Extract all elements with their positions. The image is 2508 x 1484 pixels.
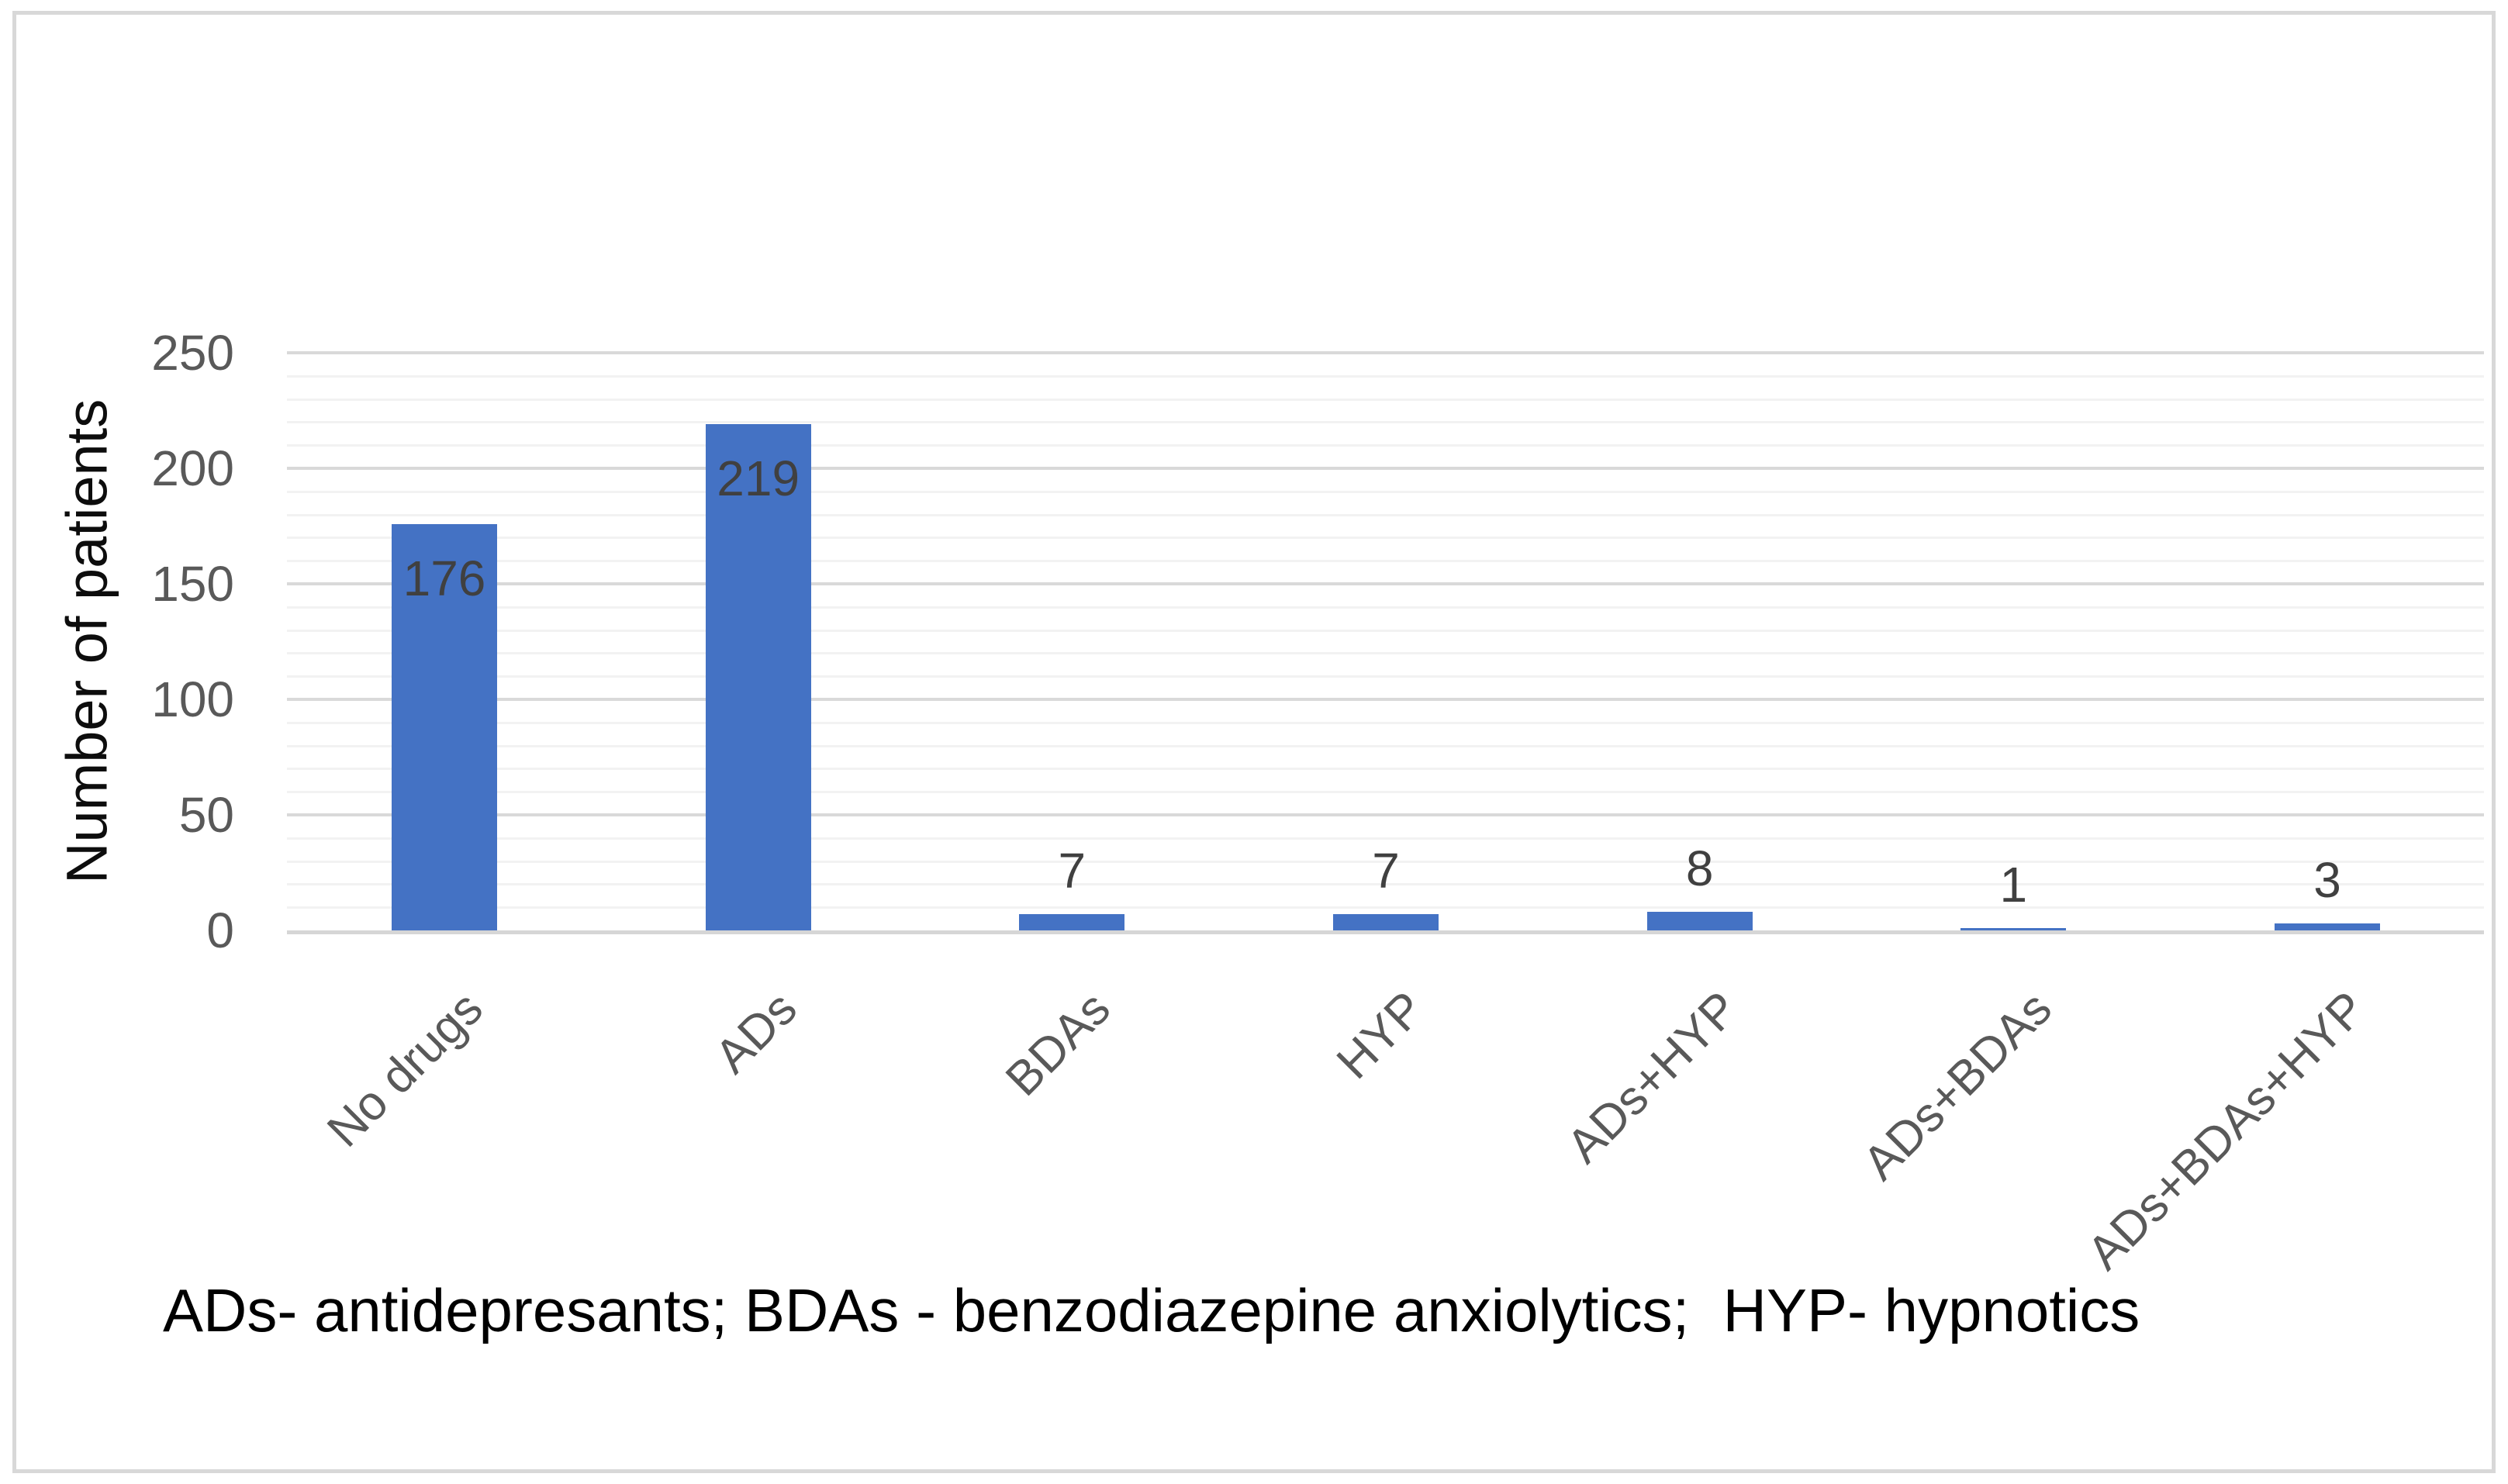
gridline-minor — [287, 374, 2484, 378]
gridline-minor — [287, 721, 2484, 724]
gridline-minor — [287, 513, 2484, 516]
gridline-major — [287, 582, 2484, 585]
x-axis-label: No drugs — [317, 982, 493, 1158]
bar-ads-bdas-hyp — [2275, 923, 2381, 931]
gridline-minor — [287, 490, 2484, 493]
bar-value-label: 176 — [402, 550, 486, 606]
y-tick-label: 250 — [151, 325, 234, 381]
gridline-major — [287, 467, 2484, 470]
bar-hyp — [1333, 914, 1439, 931]
y-tick-label: 0 — [206, 902, 234, 958]
gridline-minor — [287, 883, 2484, 886]
x-axis-label: ADs — [704, 982, 807, 1084]
y-tick-label: 150 — [151, 556, 234, 612]
gridline-minor — [287, 744, 2484, 747]
y-axis-title: Number of patients — [54, 399, 119, 885]
gridline-minor — [287, 606, 2484, 609]
gridline-major — [287, 813, 2484, 816]
bar-ads-bdas — [1960, 928, 2067, 931]
chart-caption: ADs- antidepresants; BDAs - benzodiazepi… — [163, 1276, 2140, 1344]
x-axis-label: ADs+BDAs+HYP — [2077, 982, 2376, 1281]
bar-value-label: 3 — [2313, 852, 2341, 909]
y-tick-label: 200 — [151, 440, 234, 496]
gridline-major — [287, 698, 2484, 701]
y-tick-label: 100 — [151, 671, 234, 727]
bar-ads — [705, 424, 811, 931]
gridline-minor — [287, 537, 2484, 540]
gridline-minor — [287, 444, 2484, 447]
gridline-minor — [287, 652, 2484, 655]
gridline-minor — [287, 398, 2484, 401]
gridline-minor — [287, 675, 2484, 678]
bar-bdas — [1019, 914, 1125, 931]
x-axis-label: ADs+BDAs — [1853, 982, 2063, 1191]
bar-ads-hyp — [1646, 912, 1753, 931]
bar-value-label: 7 — [1058, 843, 1086, 899]
gridline-major — [287, 351, 2484, 354]
gridline-minor — [287, 837, 2484, 840]
x-axis-line — [287, 930, 2484, 934]
gridline-minor — [287, 560, 2484, 563]
gridline-minor — [287, 860, 2484, 863]
gridline-minor — [287, 791, 2484, 794]
gridline-minor — [287, 906, 2484, 909]
x-axis-label: ADs+HYP — [1556, 982, 1749, 1174]
y-tick-label: 50 — [178, 787, 234, 843]
bar-value-label: 1 — [1999, 857, 2028, 913]
gridline-minor — [287, 629, 2484, 632]
bar-value-label: 7 — [1372, 843, 1400, 899]
bar-no-drugs — [392, 523, 497, 930]
bar-value-label: 219 — [717, 450, 800, 507]
x-axis-label: HYP — [1326, 982, 1435, 1089]
x-axis-label: BDAs — [996, 982, 1121, 1106]
bar-value-label: 8 — [1685, 840, 1714, 897]
gridline-minor — [287, 421, 2484, 424]
gridline-minor — [287, 768, 2484, 771]
